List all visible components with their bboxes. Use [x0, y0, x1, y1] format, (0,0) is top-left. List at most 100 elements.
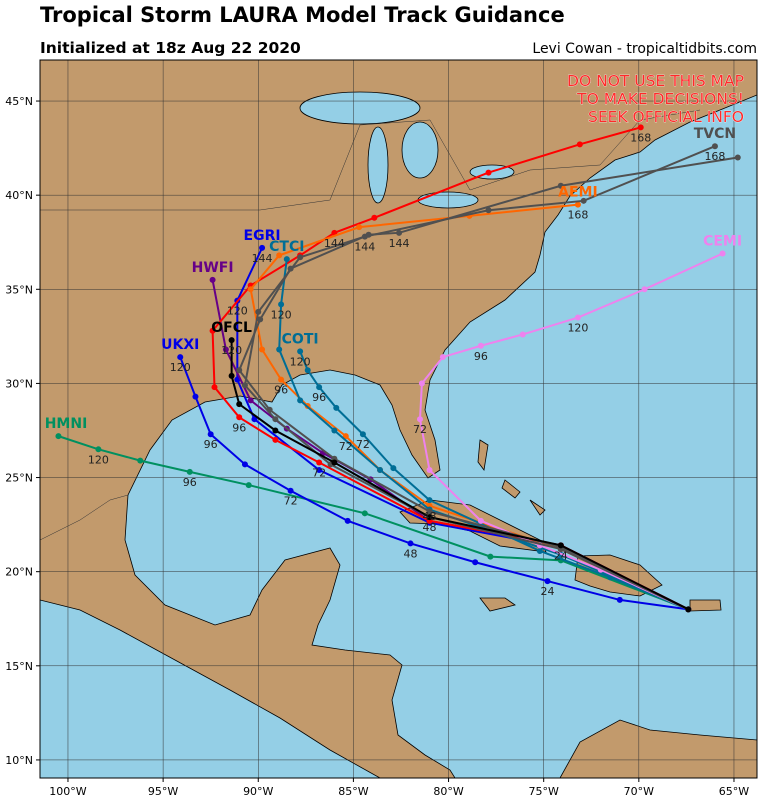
track-point	[342, 433, 349, 440]
puerto-rico	[689, 599, 722, 612]
track-point	[266, 406, 273, 413]
tracks: 96 120 HMNI 24 48 72 96 120 UKXI 120 144 EGRI HWFI 72…	[45, 124, 742, 613]
track-point	[519, 331, 526, 338]
hour-label: 168	[704, 150, 725, 163]
track-point	[418, 380, 425, 387]
x-tick-label: 75°W	[529, 785, 559, 798]
lake-superior	[299, 91, 421, 125]
hour-label: 24	[554, 549, 568, 562]
hour-label: 96	[312, 391, 326, 404]
hour-label: 48	[403, 547, 417, 560]
track-point	[272, 427, 279, 434]
y-tick-label: 35°N	[5, 283, 33, 296]
track-point	[236, 401, 243, 408]
mexico-border	[40, 494, 129, 541]
hour-label: 120	[290, 355, 311, 368]
track-point	[272, 416, 279, 423]
track-point	[137, 457, 144, 464]
hour-label: 120	[170, 361, 191, 374]
model-label: HWFI	[192, 260, 234, 276]
frame	[39, 59, 758, 779]
track-point	[685, 606, 692, 613]
track-point	[211, 384, 218, 391]
warning-line: SEEK OFFICIAL INFO	[588, 108, 744, 126]
hour-label: 144	[324, 237, 345, 250]
bahamas	[477, 439, 546, 516]
track-point	[287, 487, 294, 494]
track-point	[359, 431, 366, 438]
track-point	[711, 143, 718, 150]
track-point	[316, 459, 323, 466]
track-point	[251, 416, 258, 423]
track-point	[390, 465, 397, 472]
track-point	[276, 252, 283, 259]
track-point	[616, 596, 623, 603]
model-label: COTI	[282, 331, 319, 347]
track-point	[356, 224, 363, 231]
grid	[40, 60, 757, 778]
track-point	[236, 414, 243, 421]
lake-erie	[417, 191, 479, 209]
hour-label: 72	[339, 440, 353, 453]
track-point	[255, 308, 262, 315]
track-point	[222, 346, 229, 353]
hour-label: 144	[354, 241, 375, 254]
track-point	[439, 354, 446, 361]
track-point	[192, 393, 199, 400]
track-point	[55, 433, 62, 440]
track-point	[236, 367, 243, 374]
lake-huron	[401, 121, 439, 179]
track-point	[477, 517, 484, 524]
track-point	[557, 542, 564, 549]
track-point	[426, 508, 433, 515]
track-point	[228, 372, 235, 379]
hour-label: 48	[423, 521, 437, 534]
track-point	[487, 553, 494, 560]
hour-label: 72	[356, 438, 370, 451]
track-point	[276, 346, 283, 353]
x-tick-label: 90°W	[243, 785, 273, 798]
model-label: AEMI	[558, 185, 598, 201]
track-line	[299, 351, 689, 611]
track-point	[477, 342, 484, 349]
track-point	[580, 197, 587, 204]
track-point	[472, 559, 479, 566]
track-point	[287, 265, 294, 272]
track-line	[230, 340, 689, 611]
track-point	[426, 497, 433, 504]
track-point	[361, 510, 368, 517]
hour-label: 96	[474, 350, 488, 363]
subtitle: Initialized at 18z Aug 22 2020	[40, 39, 301, 57]
axes: 100°W 95°W 90°W 85°W 80°W 75°W 70°W 65°W 10°N 15°…	[5, 95, 749, 798]
model-label: TVCN	[694, 126, 736, 142]
track-point	[396, 229, 403, 236]
track-point	[734, 154, 741, 161]
track-point	[574, 201, 581, 208]
track-point	[297, 348, 304, 355]
track-point	[557, 182, 564, 189]
y-tick-label: 20°N	[5, 566, 33, 579]
hour-label: 72	[413, 423, 427, 436]
hour-label: 96	[232, 421, 246, 434]
x-tick-label: 95°W	[148, 785, 178, 798]
hour-label: 120	[88, 453, 109, 466]
canada-border	[40, 109, 701, 211]
track-point	[417, 416, 424, 423]
track-point	[316, 384, 323, 391]
track-point	[278, 301, 285, 308]
hour-label: 48	[423, 510, 437, 523]
track-point	[228, 337, 235, 344]
hour-label: 96	[183, 476, 197, 489]
y-tick-label: 40°N	[5, 189, 33, 202]
model-label: CTCI	[269, 239, 304, 255]
hour-label: 72	[284, 495, 298, 508]
y-tick-label: 25°N	[5, 472, 33, 485]
track-point	[536, 547, 543, 554]
great-lakes	[299, 91, 515, 209]
track-point	[407, 540, 414, 547]
track-point	[365, 231, 372, 238]
jamaica	[479, 597, 516, 612]
hour-label: 96	[274, 384, 288, 397]
